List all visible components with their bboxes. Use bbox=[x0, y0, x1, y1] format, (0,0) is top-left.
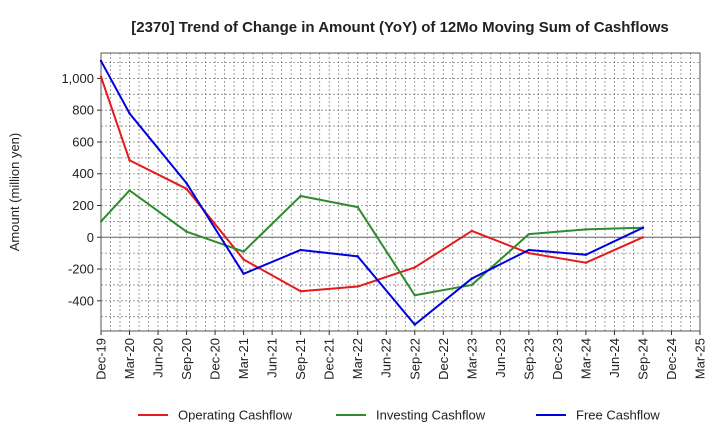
x-tick-label: Mar-20 bbox=[122, 338, 137, 379]
data-point bbox=[470, 229, 474, 233]
data-point bbox=[356, 255, 359, 258]
data-point bbox=[641, 236, 645, 239]
y-axis: -400 -200 0 200 400 600 800 1,000 bbox=[61, 71, 101, 308]
data-point bbox=[413, 294, 416, 297]
data-point bbox=[128, 159, 131, 162]
legend-label: Operating Cashflow bbox=[178, 408, 293, 423]
data-point bbox=[185, 230, 188, 233]
x-tick-label: Dec-24 bbox=[664, 338, 679, 380]
data-point bbox=[527, 232, 531, 236]
series-line-operating-cashflow bbox=[100, 76, 644, 293]
legend-label: Free Cashflow bbox=[576, 408, 660, 423]
x-tick-label: Sep-20 bbox=[179, 338, 194, 380]
y-tick-label: 0 bbox=[87, 230, 94, 245]
y-tick-label: 800 bbox=[72, 103, 94, 118]
y-axis-label: Amount (million yen) bbox=[7, 133, 22, 252]
y-tick-label: 600 bbox=[72, 134, 94, 149]
series-line-investing-cashflow bbox=[100, 189, 643, 297]
chart-title: [2370] Trend of Change in Amount (YoY) o… bbox=[131, 19, 669, 36]
data-point bbox=[185, 187, 188, 191]
data-point bbox=[128, 189, 131, 192]
data-point bbox=[242, 272, 245, 276]
x-tick-label: Sep-22 bbox=[407, 338, 422, 380]
data-point bbox=[356, 285, 359, 288]
x-tick-label: Jun-22 bbox=[379, 338, 394, 378]
x-tick-label: Dec-23 bbox=[550, 338, 565, 380]
data-point bbox=[185, 182, 188, 185]
x-tick-label: Mar-23 bbox=[464, 338, 479, 379]
x-tick-label: Dec-19 bbox=[94, 338, 109, 380]
x-tick-label: Jun-21 bbox=[265, 338, 280, 378]
x-tick-label: Sep-24 bbox=[635, 338, 650, 380]
data-point bbox=[99, 75, 103, 79]
data-point bbox=[527, 251, 531, 255]
plot-frame bbox=[100, 52, 701, 332]
x-tick-label: Jun-24 bbox=[607, 338, 622, 378]
y-tick-label: 200 bbox=[72, 198, 94, 213]
x-tick-label: Mar-21 bbox=[236, 338, 251, 379]
x-tick-label: Jun-23 bbox=[493, 338, 508, 378]
x-tick-label: Sep-23 bbox=[521, 338, 536, 380]
y-tick-label: 400 bbox=[72, 166, 94, 181]
x-axis: Dec-19 Mar-20 Jun-20 Sep-20 Dec-20 Mar-21 Jun-… bbox=[94, 331, 708, 380]
data-point bbox=[128, 112, 131, 115]
x-tick-label: Dec-20 bbox=[208, 338, 223, 380]
x-tick-label: Mar-24 bbox=[578, 338, 593, 379]
data-point bbox=[470, 283, 474, 287]
x-tick-label: Dec-21 bbox=[322, 338, 337, 380]
data-point bbox=[584, 261, 588, 264]
data-point bbox=[584, 228, 588, 231]
data-point bbox=[99, 59, 103, 63]
y-tick-label: 1,000 bbox=[61, 71, 94, 86]
x-tick-label: Mar-25 bbox=[693, 338, 708, 379]
data-point bbox=[413, 323, 416, 326]
x-tick-label: Dec-22 bbox=[436, 338, 451, 380]
data-point bbox=[299, 248, 302, 252]
data-point bbox=[527, 248, 531, 252]
data-point bbox=[299, 290, 302, 293]
legend: Operating Cashflow Investing Cashflow Free… bbox=[138, 408, 660, 423]
data-point bbox=[413, 266, 416, 269]
data-point bbox=[299, 194, 302, 198]
x-tick-label: Sep-21 bbox=[293, 338, 308, 380]
data-point bbox=[356, 205, 359, 209]
grid bbox=[101, 53, 700, 331]
x-tick-label: Jun-20 bbox=[151, 338, 166, 378]
data-point bbox=[470, 277, 474, 280]
y-tick-label: -400 bbox=[68, 293, 94, 308]
data-point bbox=[99, 220, 103, 223]
data-point bbox=[242, 250, 245, 253]
data-point bbox=[242, 258, 245, 261]
data-point bbox=[584, 253, 588, 256]
series bbox=[99, 59, 645, 326]
x-tick-label: Mar-22 bbox=[350, 338, 365, 379]
data-point bbox=[641, 226, 645, 229]
legend-label: Investing Cashflow bbox=[376, 408, 486, 423]
y-tick-label: -200 bbox=[68, 262, 94, 277]
